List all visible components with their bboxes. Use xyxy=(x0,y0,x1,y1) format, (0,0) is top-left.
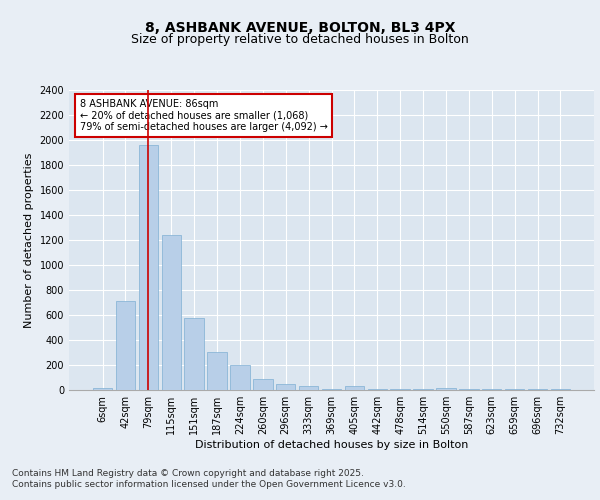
Bar xyxy=(161,235,181,390)
Bar xyxy=(208,352,227,390)
Text: Contains HM Land Registry data © Crown copyright and database right 2025.: Contains HM Land Registry data © Crown c… xyxy=(12,469,364,478)
Bar xyxy=(116,301,135,390)
X-axis label: Distribution of detached houses by size in Bolton: Distribution of detached houses by size … xyxy=(195,440,468,450)
Bar xyxy=(436,388,455,390)
Bar xyxy=(344,386,364,390)
Bar xyxy=(230,365,250,390)
Text: Contains public sector information licensed under the Open Government Licence v3: Contains public sector information licen… xyxy=(12,480,406,489)
Y-axis label: Number of detached properties: Number of detached properties xyxy=(24,152,34,328)
Text: 8, ASHBANK AVENUE, BOLTON, BL3 4PX: 8, ASHBANK AVENUE, BOLTON, BL3 4PX xyxy=(145,20,455,34)
Bar xyxy=(93,388,112,390)
Text: Size of property relative to detached houses in Bolton: Size of property relative to detached ho… xyxy=(131,34,469,46)
Bar xyxy=(139,145,158,390)
Text: 8 ASHBANK AVENUE: 86sqm
← 20% of detached houses are smaller (1,068)
79% of semi: 8 ASHBANK AVENUE: 86sqm ← 20% of detache… xyxy=(79,99,328,132)
Bar xyxy=(276,384,295,390)
Bar xyxy=(322,389,341,390)
Bar xyxy=(299,386,319,390)
Bar xyxy=(253,380,272,390)
Bar xyxy=(184,318,204,390)
